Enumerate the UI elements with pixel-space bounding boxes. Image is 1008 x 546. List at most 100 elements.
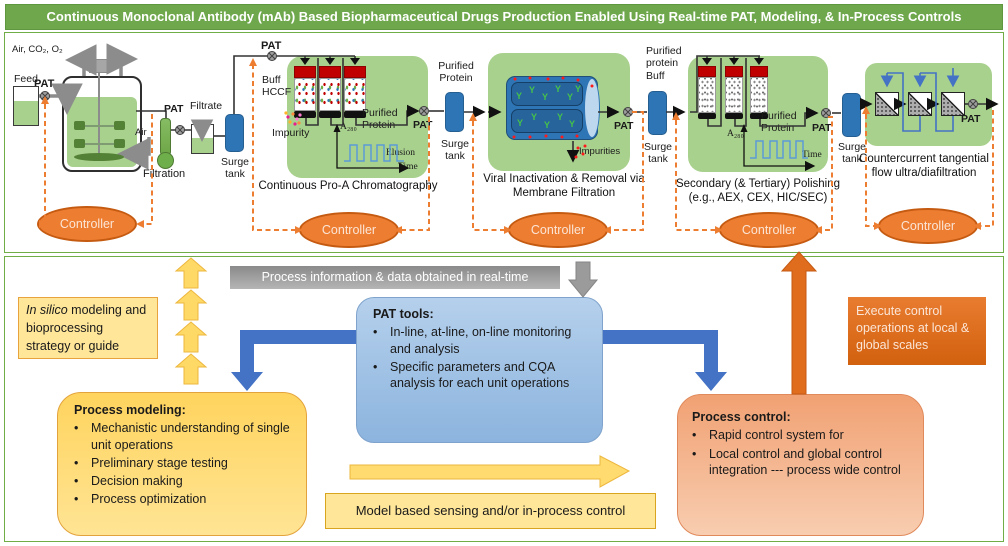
feed-tank (13, 86, 39, 126)
pat-label-2: PAT (164, 103, 184, 115)
pat-label-1: PAT (34, 78, 55, 90)
model-based-box: Model based sensing and/or in-process co… (325, 493, 656, 529)
pat-label-5: PAT (614, 120, 634, 132)
pat-tools-bullet-1: • In-line, at-line, on-line monitoring an… (373, 324, 590, 357)
bullet-dot: • (373, 359, 378, 374)
polish-column-base (698, 113, 716, 119)
controller-2: Controller (299, 212, 399, 248)
purified-protein-label-surge2: Purified Protein (438, 60, 474, 85)
bioreactor-culture (67, 97, 137, 167)
tff-membrane-1 (875, 92, 899, 116)
pat-tools-bullet-2: • Specific parameters and CQA analysis fo… (373, 359, 590, 392)
feed-tank-liquid (14, 101, 38, 125)
polish-column-base (725, 113, 743, 119)
pat-label-3: PAT (261, 40, 282, 52)
bullet-dot: • (74, 421, 79, 436)
polish-column-body (725, 77, 743, 113)
gas-label: Air, CO₂, O₂ (12, 44, 63, 55)
bullet-text: Rapid control system for (709, 428, 844, 443)
process-control-header: Process control: (692, 410, 791, 424)
time-axis-label-2: Time (802, 150, 822, 160)
execute-control-box: Execute control operations at local & gl… (848, 297, 986, 365)
filtration-column (160, 118, 171, 156)
bullet-dot: • (692, 428, 697, 443)
bullet-dot: • (74, 474, 79, 488)
pat-label-4: PAT (413, 119, 433, 131)
bullet-text: In-line, at-line, on-line monitoring and… (390, 325, 572, 356)
purified-protein-buff-label: Purified protein Buff (646, 45, 682, 82)
chroma-column-base (344, 111, 366, 118)
purified-protein-label-proa: Purified Protein (362, 107, 398, 132)
air-label: Air (135, 127, 147, 138)
time-axis-label: Time (398, 162, 418, 172)
proa-caption: Continuous Pro-A Chromatography (258, 180, 438, 192)
process-control-box: Process control: • Rapid control system f… (677, 394, 924, 536)
modeling-bullet-1: • Mechanistic understanding of single uni… (74, 420, 296, 453)
chroma-column-cap (294, 66, 316, 78)
filtration-bulb (157, 152, 174, 169)
chroma-column-body (294, 78, 316, 111)
chroma-column-cap (344, 66, 366, 78)
chroma-column-base (294, 111, 316, 118)
polish-column-base (750, 113, 768, 119)
modeling-bullet-4: • Process optimization (74, 491, 296, 507)
elution-label: Elusion (386, 148, 416, 158)
filtration-label: Filtration (143, 168, 186, 180)
membrane-fiber-bottom (511, 109, 583, 133)
pat-label-6: PAT (812, 122, 832, 134)
bioreactor-motor (89, 59, 109, 73)
process-modeling-header: Process modeling: (74, 403, 186, 417)
insilico-box: In silico modeling and bioprocessing str… (18, 297, 158, 359)
chroma-column-base (319, 111, 341, 118)
pat-label-7: PAT (961, 113, 981, 125)
bullet-text: Local control and global control integra… (709, 446, 901, 477)
controller-3: Controller (508, 212, 608, 248)
process-modeling-box: Process modeling: • Mechanistic understan… (57, 392, 307, 536)
bullet-dot: • (74, 455, 79, 470)
bullet-text: Decision making (91, 474, 183, 488)
tff-membrane-2 (908, 92, 932, 116)
polish-column-body (698, 77, 716, 113)
surge-tank-3-label: Surge tank (643, 141, 673, 166)
surge-tank-1 (225, 114, 244, 152)
purified-protein-label-polish: Purified Protein (761, 110, 797, 135)
bullet-text: Mechanistic understanding of single unit… (91, 421, 290, 452)
a280-axis-label-2: A₂₈₀ (727, 129, 744, 139)
surge-tank-4-label: Surge tank (837, 141, 867, 166)
impurities-label: Impurities (579, 146, 621, 157)
polish-column-cap (750, 66, 768, 77)
viral-caption: Viral Inactivation & Removal via Membrane… (483, 173, 645, 200)
polish-column-cap (698, 66, 716, 77)
insilico-rest: modeling and bioprocessing strategy or g… (26, 303, 147, 353)
chroma-column-body (319, 78, 341, 111)
modeling-bullet-2: • Preliminary stage testing (74, 455, 296, 471)
polish-column-cap (725, 66, 743, 77)
surge-tank-2-label: Surge tank (440, 138, 470, 163)
bullet-dot: • (692, 446, 697, 461)
pat-tools-header: PAT tools: (373, 307, 434, 321)
surge-tank-1-label: Surge tank (220, 156, 250, 181)
chroma-column-cap (319, 66, 341, 78)
bullet-dot: • (74, 492, 79, 507)
feed-label: Feed (14, 73, 38, 85)
title-banner: Continuous Monoclonal Antibody (mAb) Bas… (5, 4, 1003, 30)
membrane-module-endcap (584, 78, 600, 138)
bullet-text: Preliminary stage testing (91, 455, 228, 470)
polishing-caption: Secondary (& Tertiary) Polishing (e.g., A… (675, 178, 841, 205)
filtrate-tank (191, 124, 214, 154)
control-bullet-2: • Local control and global control integr… (692, 446, 913, 479)
insilico-italic: In silico (26, 303, 68, 317)
membrane-fiber-top (511, 82, 583, 106)
surge-tank-2 (445, 92, 464, 132)
a280-axis-label: A₂₈₀ (340, 122, 357, 132)
polish-column-body (750, 77, 768, 113)
surge-tank-4 (842, 93, 861, 137)
filtrate-tank-liquid (192, 138, 213, 153)
bullet-dot: • (373, 325, 378, 340)
controller-5: Controller (878, 208, 978, 244)
bullet-text: Specific parameters and CQA analysis for… (390, 359, 570, 390)
filtrate-label: Filtrate (190, 100, 223, 112)
controller-1: Controller (37, 206, 137, 242)
pat-tools-box: PAT tools: • In-line, at-line, on-line mo… (356, 297, 603, 443)
